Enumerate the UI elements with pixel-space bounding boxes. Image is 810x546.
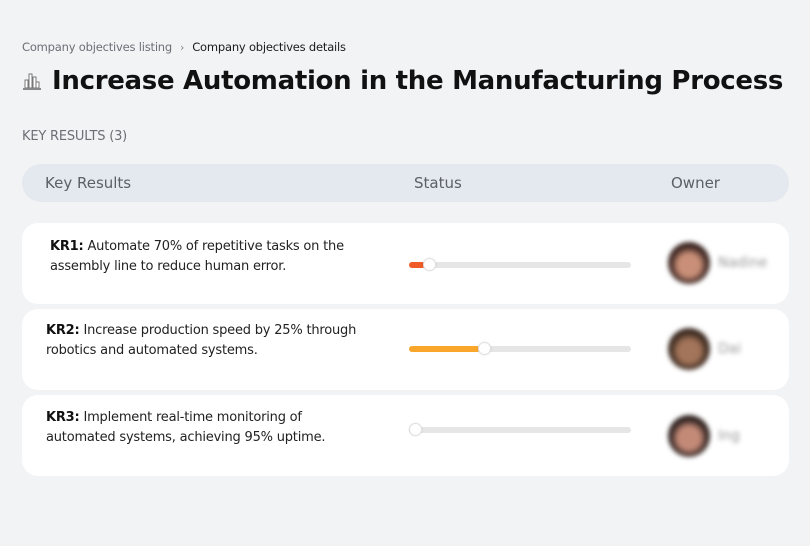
avatar (668, 328, 710, 370)
breadcrumb-current: Company objectives details (192, 40, 346, 54)
key-result-id: KR2: (46, 323, 80, 338)
key-result-id: KR1: (50, 239, 84, 254)
table-row[interactable]: KR3: Implement real-time monitoring of a… (22, 395, 789, 476)
table-row[interactable]: KR1: Automate 70% of repetitive tasks on… (22, 223, 789, 304)
owner-name: Dai (718, 341, 742, 357)
owner-name: Nadine (718, 255, 768, 271)
progress-knob[interactable] (422, 258, 436, 271)
progress-fill (409, 262, 425, 268)
key-result-description: Automate 70% of repetitive tasks on the … (50, 239, 344, 274)
key-result-description: Increase production speed by 25% through… (46, 323, 357, 358)
title-row: Increase Automation in the Manufacturing… (22, 66, 783, 96)
owner[interactable]: Dai (668, 328, 741, 370)
progress-slider[interactable] (409, 258, 631, 271)
owner[interactable]: Ing (668, 415, 740, 457)
factory-icon (23, 73, 41, 90)
key-result-text: KR1: Automate 70% of repetitive tasks on… (50, 237, 370, 277)
owner[interactable]: Nadine (668, 242, 767, 284)
key-result-text: KR3: Implement real-time monitoring of a… (46, 408, 366, 448)
owner-name: Ing (718, 428, 740, 444)
progress-slider[interactable] (409, 423, 631, 436)
page-title: Increase Automation in the Manufacturing… (52, 66, 784, 96)
breadcrumb: Company objectives listing › Company obj… (22, 40, 346, 54)
progress-knob[interactable] (409, 423, 423, 436)
avatar (668, 242, 710, 284)
column-header-status: Status (414, 174, 462, 192)
column-header-key-results: Key Results (45, 174, 132, 192)
breadcrumb-link-listing[interactable]: Company objectives listing (22, 40, 172, 54)
chevron-right-icon: › (180, 40, 185, 54)
key-results-count: KEY RESULTS (3) (22, 129, 128, 144)
table-row[interactable]: KR2: Increase production speed by 25% th… (22, 309, 789, 390)
progress-fill (409, 346, 481, 352)
key-result-id: KR3: (46, 410, 80, 425)
table-header: Key Results Status Owner (22, 164, 789, 202)
key-result-text: KR2: Increase production speed by 25% th… (46, 321, 366, 361)
column-header-owner: Owner (671, 174, 720, 192)
avatar (668, 415, 710, 457)
progress-knob[interactable] (478, 342, 492, 355)
key-result-description: Implement real-time monitoring of automa… (46, 410, 326, 445)
progress-slider[interactable] (409, 342, 631, 355)
